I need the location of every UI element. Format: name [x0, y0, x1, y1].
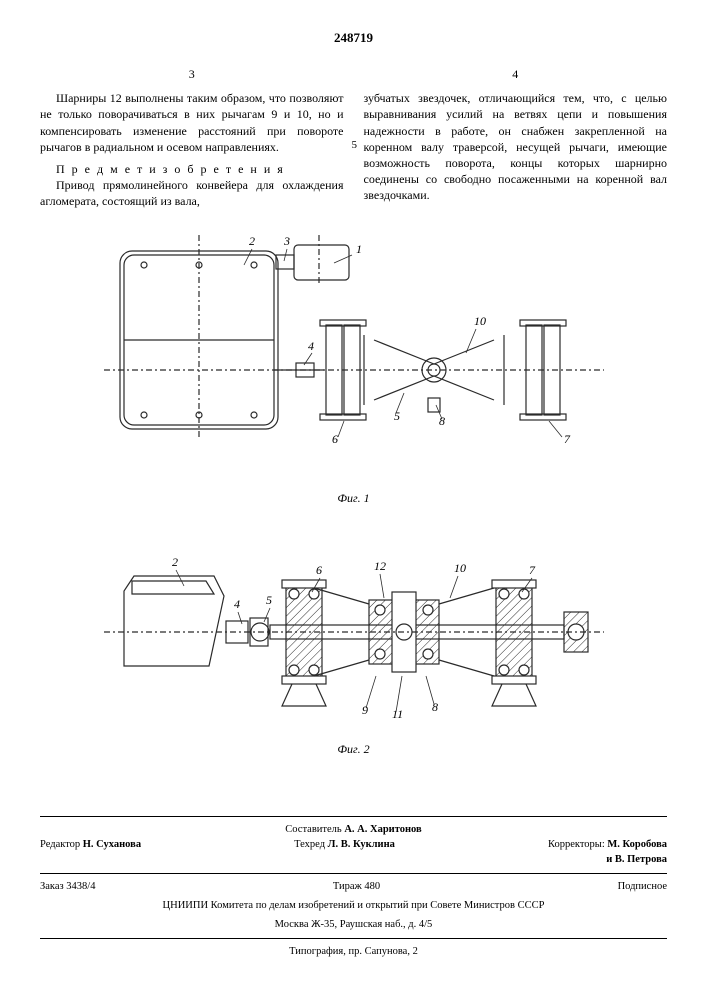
subject-label: П р е д м е т и з о б р е т е н и я — [56, 162, 285, 176]
footer-correctors: Корректоры: М. Коробова и В. Петрова — [548, 838, 667, 867]
col-num-right: 4 — [364, 66, 668, 82]
footer-order: Заказ 3438/4 — [40, 880, 95, 895]
fig2-svg: 2 4 5 6 12 10 7 8 9 11 — [94, 526, 614, 736]
para-claim: зубчатых звездочек, отличающийся тем, чт… — [364, 90, 668, 203]
document-number: 248719 — [40, 30, 667, 46]
footer-credits-row: Редактор Н. Суханова Техред Л. В. Куклин… — [40, 838, 667, 867]
fig2-label-5: 5 — [266, 593, 272, 607]
fig2-label-8: 8 — [432, 700, 438, 714]
fig2-label-2: 2 — [172, 555, 178, 569]
figure-1: 2 3 1 4 5 6 7 8 10 Фиг. 1 — [40, 225, 667, 506]
column-right: 4 зубчатых звездочек, отличающийся тем, … — [364, 66, 668, 210]
text-columns: 3 Шарниры 12 выполнены таким образом, чт… — [40, 66, 667, 210]
fig1-label-1: 1 — [356, 242, 362, 256]
fig1-svg: 2 3 1 4 5 6 7 8 10 — [94, 225, 614, 485]
para-hinges: Шарниры 12 выполнены таким образом, что … — [40, 90, 344, 155]
fig2-label-4: 4 — [234, 597, 240, 611]
footer-podpis: Подписное — [618, 880, 667, 895]
fig1-label-8: 8 — [439, 414, 445, 428]
line-number-5: 5 — [352, 138, 358, 153]
footer-typography: Типография, пр. Сапунова, 2 — [40, 945, 667, 960]
footer-tirazh: Тираж 480 — [333, 880, 380, 895]
fig1-label-3: 3 — [283, 234, 290, 248]
column-left: 3 Шарниры 12 выполнены таким образом, чт… — [40, 66, 344, 210]
footer-order-row: Заказ 3438/4 Тираж 480 Подписное — [40, 880, 667, 895]
para-drive: Привод прямолинейного конвейера для охла… — [40, 177, 344, 209]
footer-block: Составитель А. А. Харитонов Редактор Н. … — [40, 810, 667, 960]
fig1-label-6: 6 — [332, 432, 338, 446]
fig2-label-6: 6 — [316, 563, 322, 577]
footer-org1: ЦНИИПИ Комитета по делам изобретений и о… — [40, 899, 667, 914]
footer-org2: Москва Ж-35, Раушская наб., д. 4/5 — [40, 918, 667, 933]
fig2-label-10: 10 — [454, 561, 466, 575]
figure-2: 2 4 5 6 12 10 7 8 9 11 Фиг. 2 — [40, 526, 667, 757]
fig2-label-11: 11 — [392, 707, 403, 721]
fig2-label-7: 7 — [529, 563, 536, 577]
subject-heading: П р е д м е т и з о б р е т е н и я — [40, 161, 344, 177]
fig1-label-7: 7 — [564, 432, 571, 446]
fig2-caption: Фиг. 2 — [40, 742, 667, 757]
fig1-label-10: 10 — [474, 314, 486, 328]
footer-tech: Техред Л. В. Куклина — [294, 838, 395, 867]
footer-compiler-line: Составитель А. А. Харитонов — [40, 823, 667, 838]
fig1-label-2: 2 — [249, 234, 255, 248]
fig1-label-4: 4 — [308, 339, 314, 353]
fig2-label-12: 12 — [374, 559, 386, 573]
col-num-left: 3 — [40, 66, 344, 82]
footer-editor: Редактор Н. Суханова — [40, 838, 141, 867]
fig1-caption: Фиг. 1 — [40, 491, 667, 506]
